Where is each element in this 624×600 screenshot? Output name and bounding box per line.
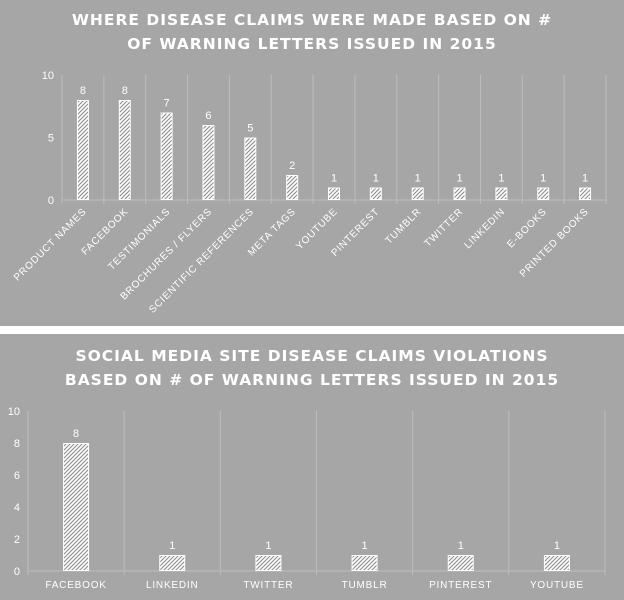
data-label: 1 bbox=[554, 540, 560, 552]
chart-title-line-2: BASED ON # OF WARNING LETTERS ISSUED IN … bbox=[64, 371, 560, 389]
category-label: TWITTER bbox=[243, 580, 293, 591]
y-tick-label: 0 bbox=[48, 195, 54, 207]
y-tick-label: 6 bbox=[14, 470, 20, 482]
data-label: 7 bbox=[164, 98, 170, 110]
category-label: LINKEDIN bbox=[146, 580, 199, 591]
chart-title: WHERE DISEASE CLAIMS WERE MADE BASED ON … bbox=[0, 8, 624, 56]
data-label: 1 bbox=[498, 173, 504, 185]
chart-title: SOCIAL MEDIA SITE DISEASE CLAIMS VIOLATI… bbox=[0, 344, 624, 392]
category-label: TUMBLR bbox=[342, 580, 388, 591]
data-label: 1 bbox=[415, 173, 421, 185]
category-label: YOUTUBE bbox=[530, 580, 584, 591]
y-tick-label: 8 bbox=[14, 438, 20, 450]
category-label: E-BOOKS bbox=[505, 206, 549, 250]
data-label: 1 bbox=[331, 173, 337, 185]
category-label: TUMBLR bbox=[384, 206, 424, 246]
bar bbox=[543, 555, 570, 571]
data-label: 6 bbox=[205, 110, 211, 122]
bar bbox=[159, 555, 186, 571]
category-label: LINKEDIN bbox=[463, 206, 508, 251]
category-label: PINTEREST bbox=[429, 580, 492, 591]
bar bbox=[202, 125, 215, 200]
bar-chart-social-media: 0 2 4 6 8 10 8 FACEBOOK 1 LINKEDIN 1 TWITTER 1 TUMBLR… bbox=[8, 406, 606, 591]
y-tick-label: 10 bbox=[42, 70, 54, 82]
chart-panel-social-media: SOCIAL MEDIA SITE DISEASE CLAIMS VIOLATI… bbox=[0, 334, 624, 600]
bar bbox=[160, 112, 173, 200]
y-tick-label: 4 bbox=[14, 502, 20, 514]
bar bbox=[453, 187, 466, 200]
bar bbox=[328, 187, 340, 200]
category-label: YOUTUBE bbox=[294, 206, 340, 252]
bar bbox=[286, 175, 299, 200]
data-label: 1 bbox=[540, 173, 546, 185]
data-label: 1 bbox=[362, 540, 368, 552]
bar bbox=[447, 555, 474, 571]
bar bbox=[579, 187, 592, 200]
data-label: 5 bbox=[247, 123, 253, 135]
bar bbox=[495, 187, 508, 200]
data-label: 1 bbox=[458, 540, 464, 552]
data-label: 1 bbox=[169, 540, 175, 552]
y-tick-label: 2 bbox=[14, 534, 20, 546]
data-label: 8 bbox=[73, 428, 79, 440]
chart-title-line-2: OF WARNING LETTERS ISSUED IN 2015 bbox=[127, 35, 497, 53]
bar bbox=[244, 137, 257, 200]
data-label: 1 bbox=[582, 173, 588, 185]
data-label: 8 bbox=[122, 85, 128, 97]
bar bbox=[118, 100, 131, 200]
y-tick-label: 5 bbox=[48, 133, 54, 145]
category-label: PRODUCT NAMES bbox=[12, 206, 89, 283]
data-label: 8 bbox=[80, 85, 86, 97]
category-label: PRINTED BOOKS bbox=[518, 206, 591, 279]
y-tick-label: 0 bbox=[14, 566, 20, 578]
chart-panel-warning-letters: WHERE DISEASE CLAIMS WERE MADE BASED ON … bbox=[0, 0, 624, 326]
chart-title-line-1: SOCIAL MEDIA SITE DISEASE CLAIMS VIOLATI… bbox=[75, 347, 549, 365]
category-label: FACEBOOK bbox=[45, 580, 106, 591]
bar bbox=[63, 443, 90, 571]
bar bbox=[411, 187, 424, 200]
bar bbox=[537, 187, 550, 200]
bar bbox=[369, 187, 382, 200]
bar bbox=[351, 555, 378, 571]
category-label: TWITTER bbox=[422, 206, 465, 249]
data-label: 1 bbox=[373, 173, 379, 185]
data-label: 1 bbox=[265, 540, 271, 552]
chart-title-line-1: WHERE DISEASE CLAIMS WERE MADE BASED ON … bbox=[71, 11, 553, 29]
bar bbox=[255, 555, 282, 571]
y-tick-label: 10 bbox=[8, 406, 20, 418]
bar bbox=[76, 100, 89, 200]
data-label: 1 bbox=[456, 173, 462, 185]
data-label: 2 bbox=[289, 160, 295, 172]
